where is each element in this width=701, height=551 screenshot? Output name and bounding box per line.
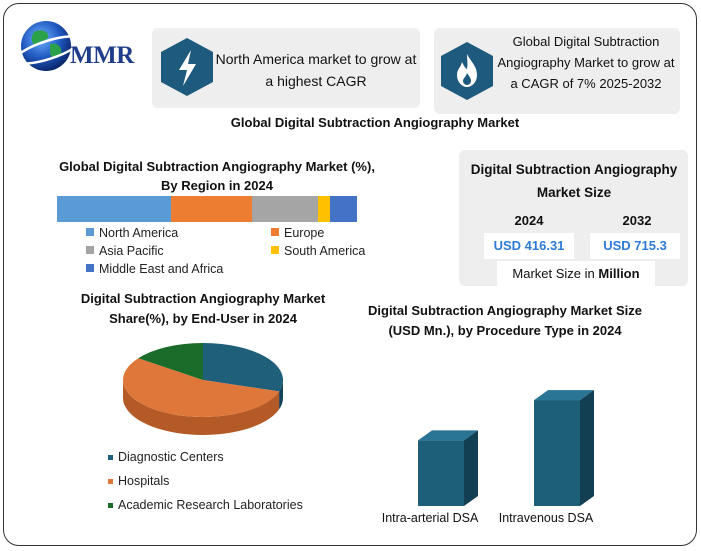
legend-swatch <box>108 455 113 460</box>
legend-label: South America <box>284 244 366 258</box>
legend-swatch <box>271 246 279 254</box>
legend-label: North America <box>99 226 179 240</box>
legend-item-north-america: North America <box>86 224 178 242</box>
main-title: Global Digital Subtraction Angiography M… <box>230 115 520 130</box>
end-user-pie-chart <box>123 343 283 435</box>
pie-slice-side-1 <box>123 380 280 435</box>
mmr-logo-globe-icon <box>14 21 82 71</box>
legend-label: Middle East and Africa <box>99 262 224 276</box>
legend-label: Asia Pacific <box>99 244 164 258</box>
legend-item-asia-pacific: Asia Pacific <box>86 242 164 260</box>
legend-label: Europe <box>284 226 325 240</box>
bar-intravenous-dsa <box>534 400 580 506</box>
unit-prefix: Market Size in <box>512 266 595 281</box>
bar-segment-europe <box>171 196 252 222</box>
legend-swatch <box>108 503 113 508</box>
unit-bold: Million <box>598 266 640 281</box>
bar-top-intravenous-dsa <box>534 390 594 401</box>
bar-segment-asia-pacific <box>252 196 318 222</box>
legend-label: Academic Research Laboratories <box>118 498 303 512</box>
year-label-2024: 2024 <box>514 213 544 228</box>
pie-slice-side-0 <box>279 380 283 410</box>
x-tick-label-intravenous: Intravenous DSA <box>498 511 594 525</box>
lightning-icon <box>161 38 213 96</box>
legend-swatch <box>86 228 94 236</box>
legend-swatch <box>86 246 94 254</box>
market-value-2032: USD 715.3 <box>590 233 680 259</box>
end-user-legend: Diagnostic Centers Hospitals Academic Re… <box>108 448 303 520</box>
procedure-bar-chart <box>418 390 594 506</box>
pie-slice-diagnostic-centers <box>203 343 283 392</box>
procedure-chart-title: Digital Subtraction Angiography Market S… <box>368 303 642 338</box>
bar-segment-north-america <box>57 196 171 222</box>
market-size-title: Digital Subtraction Angiography Market S… <box>470 162 678 200</box>
end-user-chart-title: Digital Subtraction Angiography Market S… <box>80 291 326 326</box>
legend-item-europe: Europe <box>271 224 324 242</box>
region-chart-title: Global Digital Subtraction Angiography M… <box>59 159 375 193</box>
legend-item-hospitals: Hospitals <box>108 472 303 496</box>
pie-slice-academic-research-laboratories <box>138 343 203 380</box>
bar-side-intravenous-dsa <box>580 390 594 506</box>
legend-swatch <box>271 228 279 236</box>
legend-item-south-america: South America <box>271 242 365 260</box>
region-stacked-bar <box>57 196 357 222</box>
bar-top-intra-arterial-dsa <box>418 430 478 441</box>
legend-item-academic-research-laboratories: Academic Research Laboratories <box>108 496 303 520</box>
legend-item-diagnostic-centers: Diagnostic Centers <box>108 448 303 472</box>
info-box-cagr-global-text: Global Digital Subtraction Angiography M… <box>497 34 675 91</box>
market-size-unit: Market Size in Million <box>497 261 655 286</box>
brand-logo-text: MMR <box>70 42 134 69</box>
bar-side-intra-arterial-dsa <box>464 430 478 506</box>
legend-swatch <box>108 479 113 484</box>
bar-intra-arterial-dsa <box>418 440 464 506</box>
x-tick-label-intra-arterial: Intra-arterial DSA <box>381 511 479 525</box>
legend-item-middle-east-africa: Middle East and Africa <box>86 260 223 278</box>
market-value-2024: USD 416.31 <box>484 233 574 259</box>
info-box-cagr-region-text: North America market to grow at a highes… <box>215 51 417 89</box>
flame-icon <box>441 42 493 100</box>
bar-segment-middle-east-and-africa <box>330 196 357 222</box>
legend-label: Hospitals <box>118 474 170 488</box>
bar-segment-south-america <box>318 196 330 222</box>
pie-slice-hospitals <box>123 358 280 417</box>
year-label-2032: 2032 <box>622 213 652 228</box>
legend-swatch <box>86 264 94 272</box>
legend-label: Diagnostic Centers <box>118 450 224 464</box>
